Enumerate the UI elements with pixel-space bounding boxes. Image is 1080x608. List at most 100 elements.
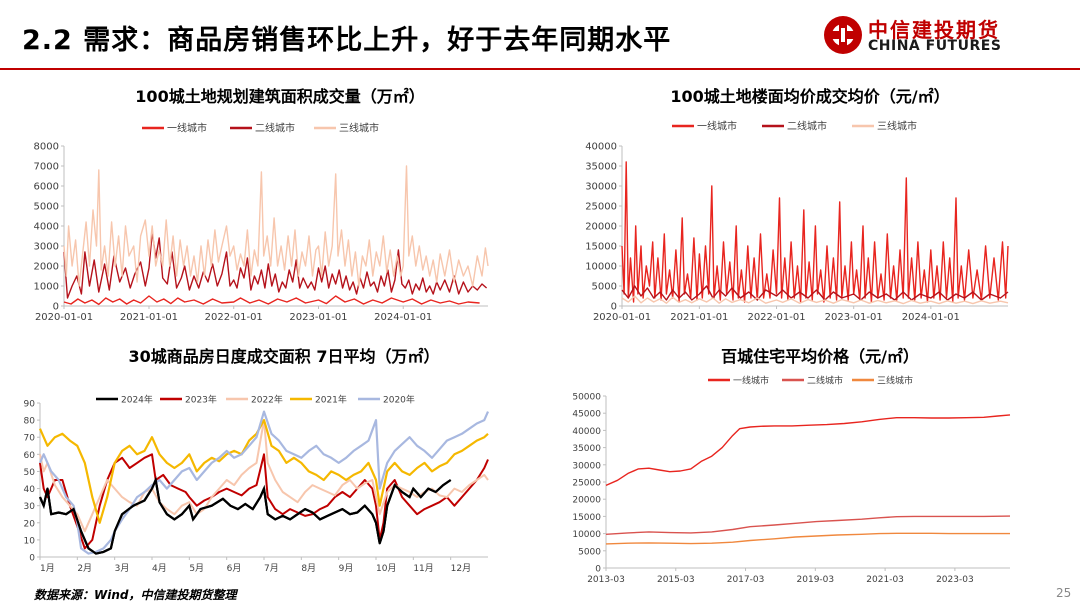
x-tick-label: 4月 [152, 563, 167, 574]
y-tick-label: 5000 [34, 202, 59, 213]
y-tick-label: 0 [29, 554, 35, 564]
y-tick-label: 10 [24, 536, 36, 546]
legend-label: 2022年 [251, 394, 283, 406]
y-tick-label: 15000 [585, 242, 617, 253]
series-line-2 [39, 453, 489, 550]
y-tick-label: 80 [24, 417, 36, 427]
y-tick-label: 25000 [572, 479, 601, 489]
y-tick-label: 15000 [572, 513, 601, 523]
series-line-2 [605, 515, 1011, 535]
x-tick-label: 2020-01-01 [593, 312, 651, 323]
legend-label: 三线城市 [339, 122, 379, 135]
y-tick-label: 5000 [578, 547, 601, 557]
series-line-2 [63, 231, 488, 299]
legend-label: 一线城市 [697, 120, 737, 133]
legend-label: 2020年 [383, 394, 415, 406]
legend-label: 2024年 [121, 394, 153, 406]
y-tick-label: 30000 [572, 461, 601, 471]
x-tick-label: 10月 [376, 563, 396, 574]
y-tick-label: 20000 [572, 496, 601, 506]
land-area-chart: 0 1000 2000 3000 4000 5000 6000 7000 8000 2020-01… [34, 122, 489, 323]
x-tick-label: 2022-01-01 [205, 312, 263, 323]
page-title: 2.2 需求：商品房销售环比上升，好于去年同期水平 [22, 25, 672, 56]
y-tick-label: 30000 [585, 182, 617, 193]
x-tick-label: 8月 [301, 563, 316, 574]
x-tick-label: 2020-01-01 [35, 312, 93, 323]
x-tick-label: 2015-03 [657, 575, 695, 585]
page-number: 25 [1056, 586, 1072, 600]
y-tick-label: 45000 [572, 410, 601, 420]
x-tick-label: 2024-01-01 [374, 312, 432, 323]
header-divider [0, 68, 1080, 70]
x-tick-label: 2021-03 [866, 575, 904, 585]
y-tick-label: 20000 [585, 222, 617, 233]
series-line-1 [605, 414, 1011, 487]
land-price-chart: 0 5000 10000 15000 20000 25000 30000 35000 40000… [585, 120, 1009, 323]
x-tick-label: 2023-01-01 [289, 312, 347, 323]
x-tick-label: 2021-01-01 [120, 312, 178, 323]
x-tick-label: 5月 [189, 563, 204, 574]
y-tick-label: 10000 [572, 530, 601, 540]
chart2-title: 100城土地楼面均价成交均价（元/㎡） [670, 87, 950, 106]
x-tick-label: 2019-03 [797, 575, 835, 585]
y-tick-label: 2000 [34, 262, 59, 273]
x-tick-label: 2022-01-01 [747, 312, 805, 323]
x-tick-label: 9月 [339, 563, 354, 574]
series-line-2 [621, 285, 1009, 301]
series-line-5 [38, 410, 490, 555]
legend-label: 二线城市 [807, 375, 843, 387]
legend-label: 2021年 [315, 394, 347, 406]
x-tick-label: 11月 [413, 563, 433, 574]
y-tick-label: 1000 [34, 282, 59, 293]
chart3-title: 30城商品房日度成交面积 7日平均（万㎡） [128, 347, 440, 366]
x-tick-label: 3月 [115, 563, 130, 574]
y-tick-label: 40 [24, 485, 36, 495]
y-tick-label: 50 [24, 468, 36, 478]
y-tick-label: 5000 [592, 282, 617, 293]
house-price-chart: 0 5000 10000 15000 20000 25000 30000 35000 40000… [572, 375, 1011, 585]
legend-label: 三线城市 [877, 375, 913, 387]
series-line-4 [38, 418, 489, 524]
y-tick-label: 50000 [572, 393, 601, 403]
source-note: 数据来源：Wind，中信建投期货整理 [34, 588, 237, 602]
x-tick-label: 7月 [264, 563, 279, 574]
series-line-3 [63, 165, 489, 287]
series-line-3 [621, 295, 1009, 305]
y-tick-label: 3000 [34, 242, 59, 253]
y-tick-label: 30 [24, 502, 36, 512]
x-tick-label: 6月 [227, 563, 242, 574]
series-line-1-top [38, 476, 452, 555]
y-tick-label: 40000 [585, 142, 617, 153]
y-tick-label: 0 [53, 302, 59, 313]
x-tick-label: 2017-03 [727, 575, 765, 585]
y-tick-label: 25000 [585, 202, 617, 213]
chart1-title: 100城土地规划建筑面积成交量（万㎡） [135, 87, 425, 106]
series-line-1 [63, 295, 480, 306]
y-tick-label: 35000 [585, 162, 617, 173]
y-tick-label: 90 [24, 400, 36, 410]
legend-label: 二线城市 [787, 120, 827, 133]
legend-label: 一线城市 [167, 122, 207, 135]
y-tick-label: 40000 [572, 427, 601, 437]
x-tick-label: 1月 [40, 563, 55, 574]
legend-label: 三线城市 [877, 120, 917, 133]
x-tick-label: 2023-03 [936, 575, 974, 585]
x-tick-label: 2013-03 [587, 575, 625, 585]
y-tick-label: 4000 [34, 222, 59, 233]
series-line-3 [39, 419, 489, 533]
logo-text-cn: 中信建投期货 [868, 18, 1000, 42]
logo: 中信建投期货 CHINA FUTURES [822, 14, 1022, 60]
y-tick-label: 6000 [34, 182, 59, 193]
x-tick-label: 2月 [77, 563, 92, 574]
y-tick-label: 8000 [34, 142, 59, 153]
y-tick-label: 60 [24, 451, 36, 461]
legend-label: 2023年 [185, 394, 217, 406]
x-tick-label: 2023-01-01 [825, 312, 883, 323]
y-tick-label: 10000 [585, 262, 617, 273]
citic-logo-icon [824, 16, 862, 54]
y-tick-label: 35000 [572, 444, 601, 454]
y-tick-label: 70 [24, 434, 36, 444]
legend-label: 二线城市 [255, 122, 295, 135]
y-tick-label: 0 [611, 302, 617, 313]
logo-text-en: CHINA FUTURES [868, 38, 1002, 54]
